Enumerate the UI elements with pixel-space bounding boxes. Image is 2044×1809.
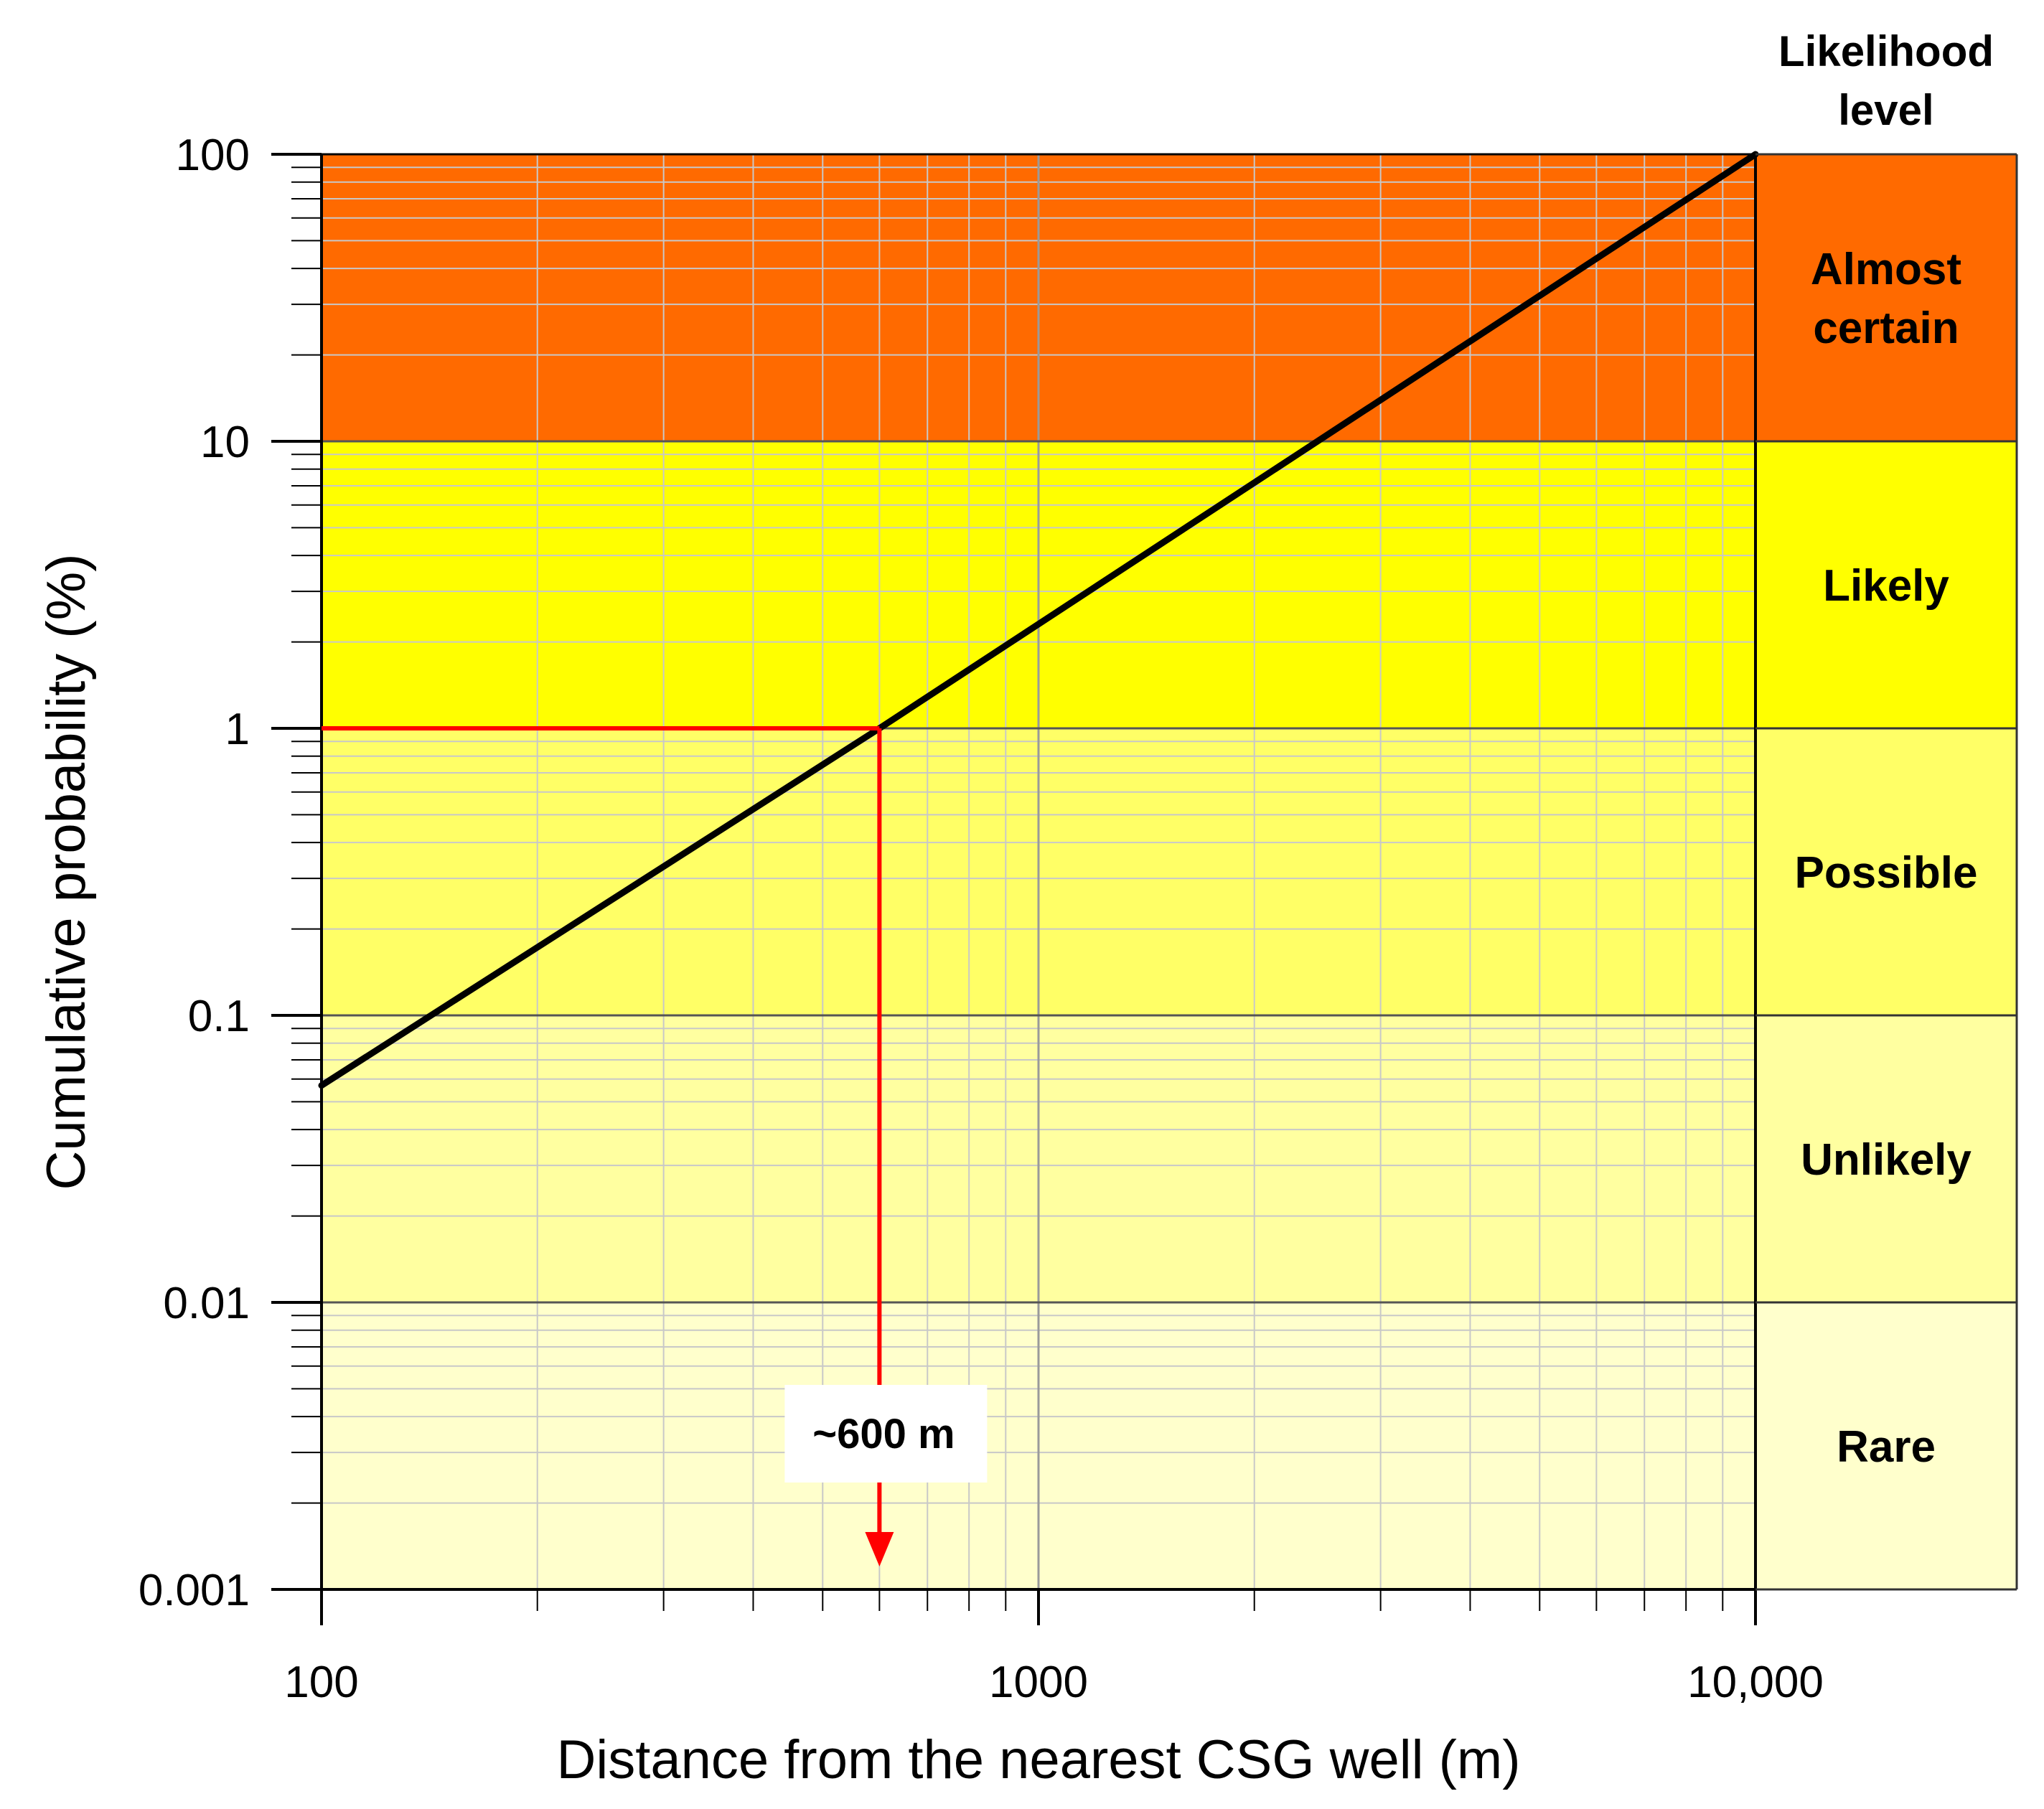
annotation-label: ~600 m bbox=[812, 1411, 955, 1457]
labels-layer: Distance from the nearest CSG well (m) C… bbox=[36, 554, 1521, 1791]
likelihood-level-label: Possible bbox=[1795, 848, 1978, 898]
likelihood-level-label: certain bbox=[1813, 304, 1959, 353]
x-tick-label: 10,000 bbox=[1687, 1658, 1824, 1707]
y-tick-label: 0.01 bbox=[163, 1279, 250, 1328]
likelihood-level-label: Rare bbox=[1837, 1422, 1936, 1472]
likelihood-header-label: Likelihood bbox=[1778, 27, 1994, 75]
y-tick-label: 100 bbox=[176, 131, 250, 180]
band-0 bbox=[322, 154, 2017, 441]
x-tick-label: 100 bbox=[284, 1658, 358, 1707]
likelihood-header-label: level bbox=[1838, 86, 1933, 134]
band-3 bbox=[322, 1015, 2017, 1302]
y-tick-label: 10 bbox=[200, 418, 250, 467]
x-axis-title: Distance from the nearest CSG well (m) bbox=[556, 1729, 1520, 1790]
band-4 bbox=[322, 1302, 2017, 1589]
band-1 bbox=[322, 441, 2017, 728]
annotation-layer: ~600 m bbox=[322, 726, 988, 1566]
likelihood-level-label: Almost bbox=[1811, 245, 1961, 294]
axes: 100 10 1 0.1 0.01 0.001 100 1000 10,000 bbox=[139, 131, 1824, 1707]
likelihood-bands bbox=[322, 154, 2017, 1589]
annotation-arrowhead bbox=[865, 1532, 894, 1566]
annotation-label-box bbox=[784, 1385, 988, 1483]
likelihood-level-label: Unlikely bbox=[1801, 1135, 1972, 1185]
likelihood-level-label: Likely bbox=[1823, 561, 1949, 611]
y-tick-label: 0.1 bbox=[188, 992, 250, 1041]
y-tick-label: 0.001 bbox=[139, 1566, 250, 1615]
x-tick-label: 1000 bbox=[989, 1658, 1088, 1707]
band-2 bbox=[322, 728, 2017, 1015]
y-tick-label: 1 bbox=[225, 705, 250, 754]
likelihood-level-panel: Almost certain Likely Possible Unlikely Rare L… bbox=[1755, 27, 2018, 1591]
y-axis-title: Cumulative probability (%) bbox=[36, 554, 97, 1190]
